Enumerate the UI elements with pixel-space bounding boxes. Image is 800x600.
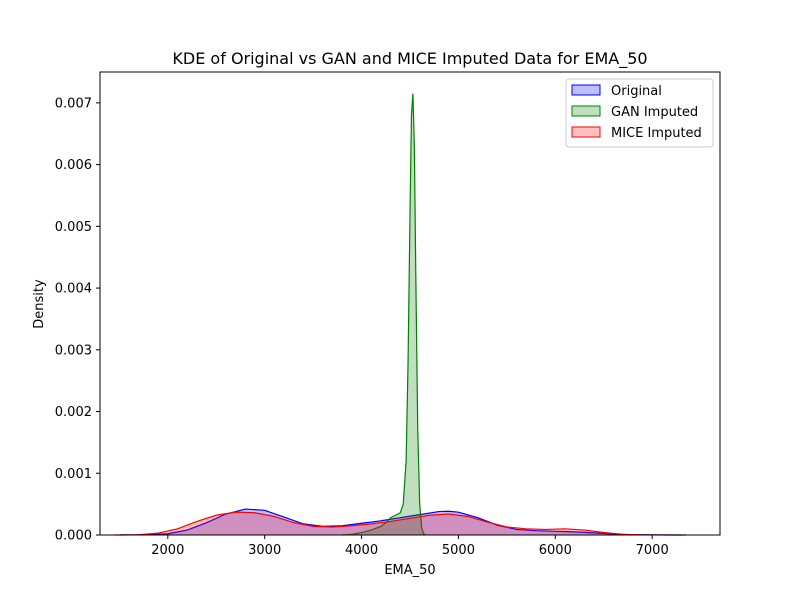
y-tick-label: 0.007 — [55, 96, 92, 111]
x-tick-label: 4000 — [345, 543, 378, 558]
x-tick-label: 7000 — [636, 543, 669, 558]
y-tick-label: 0.000 — [55, 529, 92, 544]
y-tick-label: 0.006 — [55, 158, 92, 173]
plot-frame — [99, 71, 721, 536]
legend-swatch — [571, 84, 601, 96]
legend-label: GAN Imputed — [611, 105, 698, 120]
legend-box — [565, 78, 714, 148]
x-tick-label: 5000 — [442, 543, 475, 558]
x-tick-label: 6000 — [539, 543, 572, 558]
y-axis-label: Density — [32, 279, 47, 329]
gan-imputed-kde-line — [342, 93, 426, 536]
plot-area — [114, 93, 687, 536]
chart-title: KDE of Original vs GAN and MICE Imputed … — [172, 49, 647, 69]
y-axis: 0.000 0.001 0.002 0.003 0.004 0.005 0.006 0.007 — [55, 96, 100, 544]
legend-label: MICE Imputed — [611, 126, 702, 141]
legend-swatch — [571, 105, 601, 117]
x-tick-label: 3000 — [248, 543, 281, 558]
x-axis-label: EMA_50 — [384, 563, 435, 578]
original-kde-area — [119, 509, 687, 535]
mice-imputed-kde-line — [114, 511, 682, 536]
x-tick-label: 2000 — [151, 543, 184, 558]
y-tick-label: 0.001 — [55, 467, 92, 482]
legend-swatch — [571, 126, 601, 138]
gan-imputed-kde-area — [342, 93, 426, 536]
y-tick-label: 0.004 — [55, 282, 92, 297]
legend: Original GAN Imputed MICE Imputed — [565, 78, 714, 148]
y-tick-label: 0.002 — [55, 405, 92, 420]
x-axis: 2000 3000 4000 5000 6000 7000 — [151, 535, 669, 558]
y-tick-label: 0.005 — [55, 220, 92, 235]
y-tick-label: 0.003 — [55, 343, 92, 358]
legend-label: Original — [611, 84, 662, 99]
